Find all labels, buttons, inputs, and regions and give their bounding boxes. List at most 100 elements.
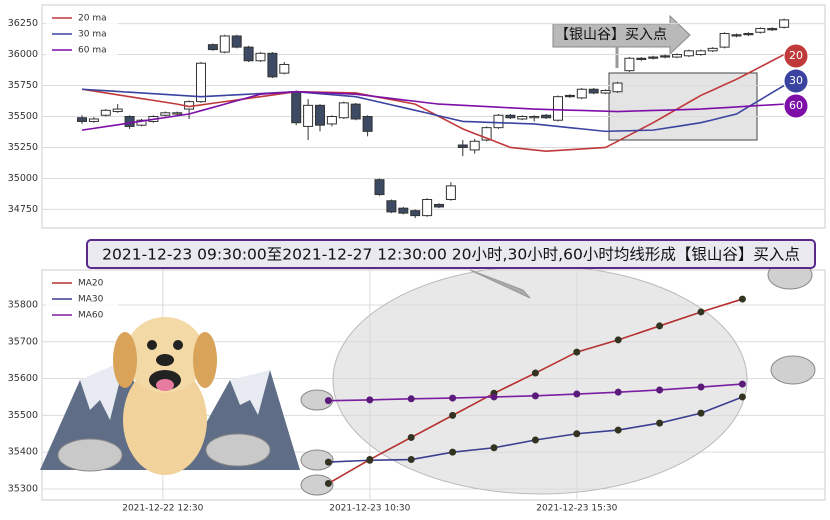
ma-point bbox=[449, 448, 457, 456]
end-label: 20 bbox=[789, 49, 803, 62]
candle-body bbox=[469, 140, 480, 151]
ma-point bbox=[449, 394, 457, 402]
ingot bbox=[770, 355, 816, 385]
candle-body bbox=[719, 32, 730, 48]
candle-body bbox=[172, 112, 183, 115]
candle-body bbox=[219, 35, 230, 53]
candle-body bbox=[434, 203, 444, 208]
candle-body bbox=[505, 114, 516, 119]
ma-point bbox=[697, 308, 705, 316]
ma-point bbox=[449, 411, 457, 419]
ma-point bbox=[531, 392, 539, 400]
ma-point bbox=[697, 383, 705, 391]
candle-body bbox=[707, 47, 718, 52]
candle-body bbox=[243, 46, 254, 62]
candle-body bbox=[457, 144, 468, 148]
end-label: 60 bbox=[789, 99, 803, 112]
ma-point bbox=[324, 479, 332, 487]
y-tick-label: 35700 bbox=[8, 336, 38, 347]
candle-body bbox=[743, 32, 754, 36]
ma-point bbox=[490, 393, 498, 401]
y-tick-label: 35500 bbox=[8, 111, 38, 122]
annotation-arrow bbox=[552, 14, 691, 56]
candle-body bbox=[564, 94, 575, 98]
dog-body bbox=[123, 365, 207, 475]
ma-point bbox=[614, 388, 622, 396]
ingot bbox=[205, 433, 271, 467]
y-tick-label: 35250 bbox=[8, 142, 38, 153]
legend-label: 60 ma bbox=[78, 46, 107, 56]
candle-body bbox=[124, 116, 135, 127]
ma-point bbox=[697, 409, 705, 417]
candle-body bbox=[731, 34, 742, 37]
candle-body bbox=[315, 104, 325, 126]
ma-point bbox=[407, 456, 415, 464]
y-tick-label: 35500 bbox=[8, 410, 38, 421]
candle-body bbox=[326, 116, 337, 125]
y-tick-label: 35000 bbox=[8, 173, 38, 184]
candle-body bbox=[374, 179, 385, 196]
legend-label: 20 ma bbox=[78, 14, 107, 24]
pointer-arrow bbox=[469, 269, 531, 299]
y-tick-label: 35600 bbox=[8, 373, 38, 384]
dog-ear bbox=[193, 332, 217, 388]
candle-body bbox=[136, 119, 147, 126]
dog-eye bbox=[173, 340, 183, 350]
y-tick-label: 35300 bbox=[8, 483, 38, 494]
ma-point bbox=[656, 386, 664, 394]
candle-body bbox=[422, 199, 433, 217]
legend-label: 30 ma bbox=[78, 30, 107, 40]
ma-point bbox=[738, 295, 746, 303]
ma-point bbox=[366, 396, 374, 404]
ingot bbox=[57, 438, 123, 472]
y-tick-label: 35400 bbox=[8, 447, 38, 458]
banner-text: 2021-12-23 09:30:00至2021-12-27 12:30:00 … bbox=[102, 246, 800, 264]
candle-body bbox=[100, 109, 111, 116]
y-tick-label: 34750 bbox=[8, 204, 38, 215]
candle-body bbox=[362, 116, 373, 132]
ma-point bbox=[656, 419, 664, 427]
candle-body bbox=[112, 108, 123, 113]
ma-point bbox=[324, 458, 332, 466]
dog-nose bbox=[156, 354, 174, 366]
ma-line bbox=[81, 90, 785, 131]
ma-point bbox=[573, 430, 581, 438]
candle-body bbox=[267, 52, 278, 78]
dog-ear bbox=[113, 332, 137, 388]
candle-body bbox=[648, 56, 659, 59]
candle-body bbox=[612, 82, 623, 93]
candle-body bbox=[88, 118, 99, 122]
y-tick-label: 35750 bbox=[8, 80, 38, 91]
candle-body bbox=[636, 57, 647, 61]
ingot bbox=[300, 474, 334, 496]
candle-body bbox=[481, 127, 492, 141]
candle-body bbox=[386, 200, 397, 213]
candle-body bbox=[160, 112, 171, 116]
ingot bbox=[300, 449, 334, 471]
candle-body bbox=[291, 91, 302, 124]
candle-body bbox=[410, 210, 421, 217]
dog-tongue bbox=[156, 379, 174, 391]
y-tick-label: 36250 bbox=[8, 18, 38, 29]
candle-body bbox=[755, 28, 766, 33]
legend-label: MA20 bbox=[78, 279, 104, 289]
ma-line bbox=[81, 84, 785, 133]
legend-label: MA30 bbox=[78, 295, 104, 305]
candle-body bbox=[231, 35, 242, 48]
end-label-badge bbox=[783, 43, 809, 69]
candle-body bbox=[588, 88, 599, 94]
snow bbox=[80, 360, 125, 420]
candle-body bbox=[445, 185, 456, 201]
ma-point bbox=[366, 456, 374, 464]
candle-body bbox=[493, 114, 504, 129]
annotation: 【银山谷】买入点 bbox=[555, 27, 667, 43]
candle-body bbox=[529, 116, 540, 119]
candle-body bbox=[279, 63, 290, 74]
end-label-badge bbox=[783, 93, 809, 119]
ma-point bbox=[614, 336, 622, 344]
x-tick-label: 2021-12-22 12:30 bbox=[122, 504, 203, 514]
candle-body bbox=[576, 88, 587, 99]
candle-body bbox=[398, 207, 409, 214]
